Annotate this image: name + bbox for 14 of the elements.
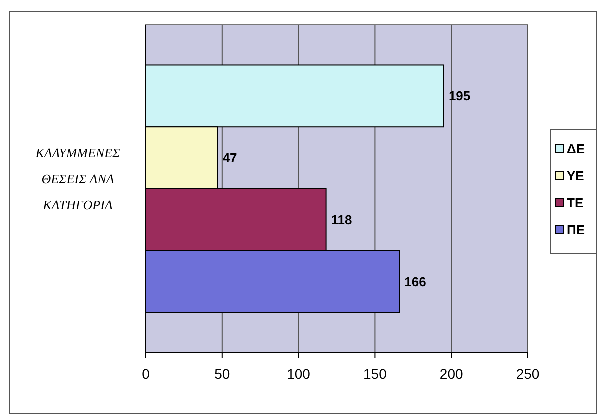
x-tick-label: 250 [516, 366, 540, 382]
y-axis-title: ΚΑΛΥΜΜΕΝΕΣ ΘΕΣΕΙΣ ΑΝΑ ΚΑΤΗΓΟΡΙΑ [34, 146, 121, 213]
legend-label: ΠΕ [567, 222, 586, 238]
x-tick-label: 100 [287, 366, 311, 382]
legend-label: ΔΕ [567, 142, 586, 157]
x-tick-label: 50 [214, 366, 230, 382]
legend-label: ΥΕ [567, 168, 585, 184]
x-tick-label: 200 [440, 366, 464, 382]
x-tick-label: 0 [142, 366, 150, 382]
legend-label: ΤΕ [567, 196, 584, 211]
data-label: 166 [404, 274, 426, 290]
data-label: 47 [222, 150, 238, 166]
x-tick-label: 150 [364, 366, 388, 382]
data-label: 118 [331, 212, 352, 228]
